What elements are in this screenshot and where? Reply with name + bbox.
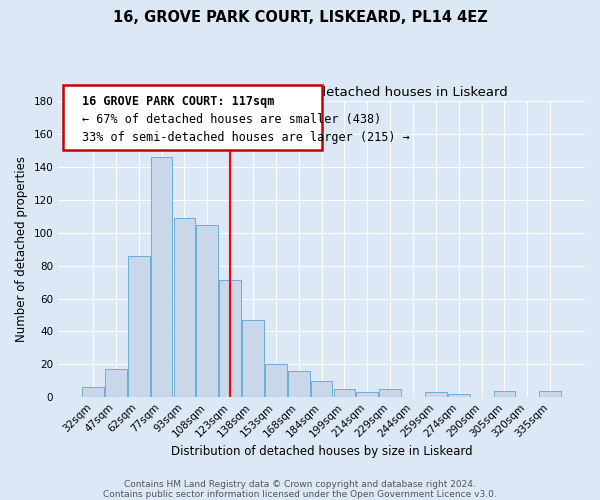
Bar (334, 389, 355, 397)
Bar (128, 256, 149, 397)
Text: ← 67% of detached houses are smaller (438): ← 67% of detached houses are smaller (43… (82, 113, 381, 126)
Bar (105, 370, 127, 397)
Text: Contains public sector information licensed under the Open Government Licence v3: Contains public sector information licen… (103, 490, 497, 499)
Text: Contains HM Land Registry data © Crown copyright and database right 2024.: Contains HM Land Registry data © Crown c… (124, 480, 476, 489)
Bar (539, 390, 561, 397)
Bar (82, 388, 104, 397)
Bar (356, 392, 378, 397)
X-axis label: Distribution of detached houses by size in Liskeard: Distribution of detached houses by size … (171, 444, 472, 458)
Bar (494, 390, 515, 397)
Bar (219, 280, 241, 397)
Text: 33% of semi-detached houses are larger (215) →: 33% of semi-detached houses are larger (… (82, 131, 410, 144)
Bar (379, 389, 401, 397)
Bar (425, 392, 447, 397)
Y-axis label: Number of detached properties: Number of detached properties (15, 156, 28, 342)
Bar (265, 364, 287, 397)
Bar (448, 394, 470, 397)
Bar (173, 218, 195, 397)
Bar (151, 157, 172, 397)
Text: 16 GROVE PARK COURT: 117sqm: 16 GROVE PARK COURT: 117sqm (82, 96, 274, 108)
Text: 16, GROVE PARK COURT, LISKEARD, PL14 4EZ: 16, GROVE PARK COURT, LISKEARD, PL14 4EZ (113, 10, 487, 25)
Bar (288, 371, 310, 397)
Title: Size of property relative to detached houses in Liskeard: Size of property relative to detached ho… (135, 86, 508, 98)
Bar (196, 224, 218, 397)
FancyBboxPatch shape (64, 85, 322, 150)
Bar (311, 381, 332, 397)
Bar (242, 320, 264, 397)
